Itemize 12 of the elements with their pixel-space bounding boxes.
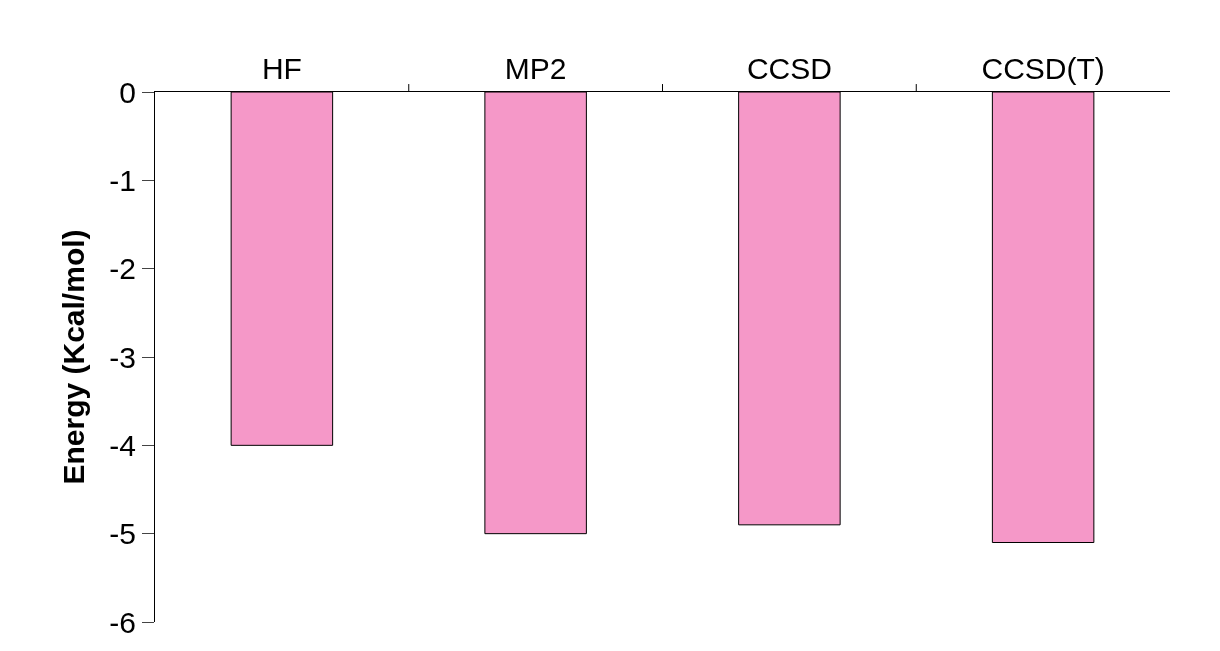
- y-tick-label: -4: [109, 428, 136, 462]
- y-tick-label: -5: [109, 517, 136, 551]
- x-tick-label: CCSD(T): [981, 52, 1105, 85]
- y-tick-label: -3: [109, 340, 136, 374]
- y-tick-label: -2: [109, 252, 136, 286]
- y-axis-title: Energy (Kcal/mol): [57, 229, 91, 485]
- x-tick-label: HF: [261, 52, 302, 85]
- x-tick-label: CCSD: [746, 52, 832, 85]
- y-tick-label: -1: [109, 163, 136, 197]
- y-tick-label: 0: [119, 75, 136, 109]
- y-tick-label: -6: [109, 605, 136, 639]
- x-tick-label: MP2: [504, 52, 567, 85]
